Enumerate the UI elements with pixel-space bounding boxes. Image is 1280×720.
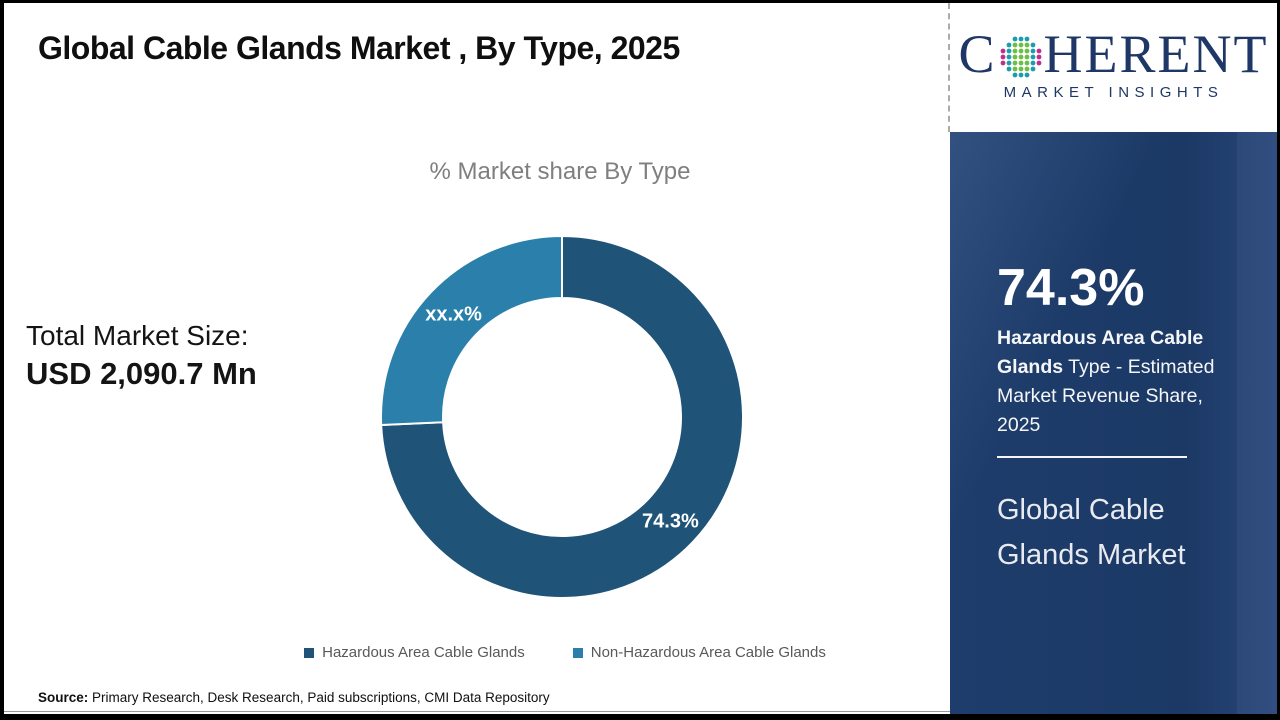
side-panel: 74.3% Hazardous Area Cable Glands Type -… [950, 132, 1277, 714]
panel-stat-value: 74.3% [997, 259, 1145, 317]
coherent-globe-icon [1000, 36, 1041, 78]
vertical-dashed-divider [948, 3, 950, 132]
legend-item: Non-Hazardous Area Cable Glands [572, 644, 826, 661]
legend-swatch-icon [572, 647, 583, 658]
panel-market-name: Global Cable Glands Market [997, 494, 1186, 571]
source-line: Source: Primary Research, Desk Research,… [38, 690, 550, 705]
legend-item: Hazardous Area Cable Glands [304, 644, 525, 661]
panel-stat-desc-bold: Hazardous Area Cable Glands [997, 327, 1204, 378]
donut-chart: 74.3% xx.x% [372, 227, 752, 607]
footer-divider [4, 711, 950, 712]
logo-subtitle: MARKET INSIGHTS [1003, 84, 1224, 101]
logo-area: C HERENT MARKET INSIGHTS [950, 3, 1277, 132]
panel-divider-line [997, 456, 1187, 458]
slice-data-label: xx.x% [425, 303, 482, 325]
logo-word-end: HERENT [1043, 24, 1269, 84]
source-label: Source: [38, 690, 89, 705]
coherent-logo: C HERENT [950, 27, 1277, 81]
donut-chart-svg: 74.3% xx.x% [380, 234, 744, 599]
logo-word-start: C [958, 24, 997, 84]
panel-stat-desc-rest: Type - Estimated Market Revenue Share, 2… [997, 356, 1215, 436]
donut-slice-1 [380, 234, 563, 427]
slice-data-label: 74.3% [642, 511, 699, 533]
donut-slice-0 [380, 234, 744, 599]
total-market-size-label: Total Market Size: [26, 320, 249, 351]
chart-legend: Hazardous Area Cable Glands Non-Hazardous… [185, 644, 945, 661]
total-market-size-block: Total Market Size: USD 2,090.7 Mn [26, 320, 257, 392]
total-market-size-value: USD 2,090.7 Mn [26, 356, 257, 391]
legend-label: Non-Hazardous Area Cable Glands [590, 644, 826, 661]
legend-label: Hazardous Area Cable Glands [322, 644, 525, 661]
page-title: Global Cable Glands Market , By Type, 20… [38, 30, 680, 66]
legend-swatch-icon [304, 647, 315, 658]
chart-title: % Market share By Type [429, 158, 691, 185]
panel-stat-description: Hazardous Area Cable Glands Type - Estim… [997, 324, 1239, 440]
source-text: Primary Research, Desk Research, Paid su… [88, 690, 550, 705]
